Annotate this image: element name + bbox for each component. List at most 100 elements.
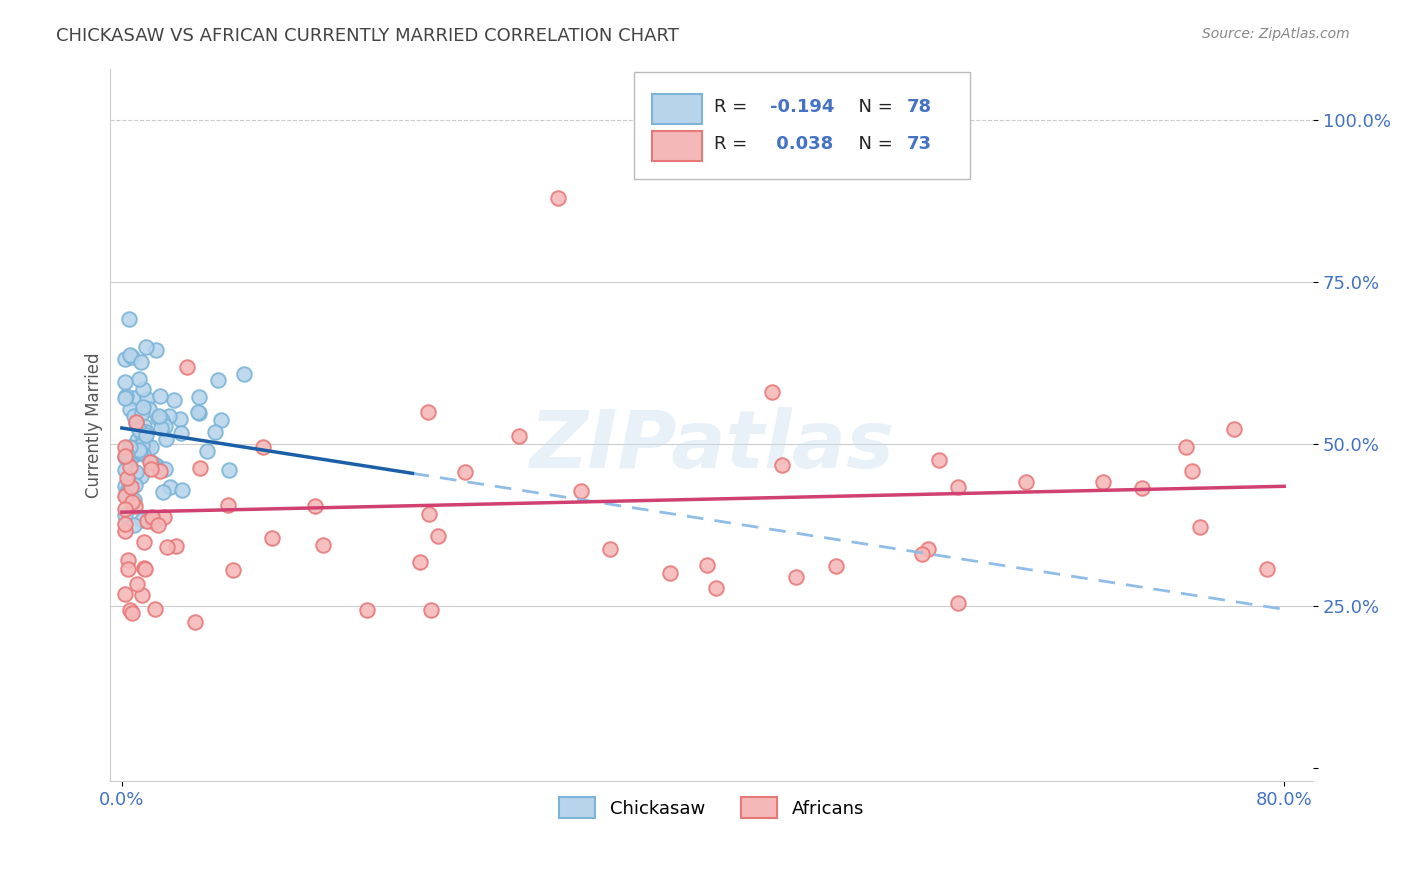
Point	[129, 438, 152, 452]
Point	[128, 442, 150, 457]
Point	[232, 368, 254, 382]
Point	[416, 405, 439, 419]
Point	[569, 484, 592, 499]
Point	[157, 409, 180, 424]
Point	[187, 390, 209, 404]
Point	[187, 406, 209, 420]
Point	[115, 389, 138, 403]
Point	[125, 440, 148, 454]
Point	[1223, 422, 1246, 436]
Point	[426, 529, 449, 543]
Point	[115, 471, 138, 485]
Point	[207, 373, 229, 387]
Point	[1174, 440, 1197, 454]
Point	[1130, 482, 1153, 496]
Point	[120, 348, 142, 362]
Point	[114, 524, 136, 539]
Point	[132, 382, 155, 396]
Point	[131, 426, 153, 441]
Point	[121, 450, 143, 465]
Point	[187, 405, 209, 419]
Point	[454, 465, 477, 479]
Point	[118, 402, 141, 417]
Y-axis label: Currently Married: Currently Married	[86, 352, 103, 498]
Point	[599, 541, 621, 556]
Point	[696, 558, 718, 572]
Point	[114, 516, 136, 531]
Point	[148, 410, 170, 425]
Point	[135, 439, 157, 453]
Point	[184, 615, 207, 629]
Point	[121, 606, 143, 620]
Point	[770, 458, 793, 473]
Point	[356, 603, 378, 617]
Point	[911, 547, 934, 561]
Point	[222, 563, 245, 577]
Point	[138, 401, 160, 416]
Point	[148, 409, 170, 424]
Point	[135, 428, 157, 442]
Point	[761, 385, 783, 400]
Point	[129, 468, 152, 483]
Point	[153, 462, 176, 476]
Point	[304, 499, 326, 513]
Point	[152, 484, 174, 499]
Point	[153, 509, 176, 524]
Point	[114, 440, 136, 454]
Point	[706, 581, 728, 595]
Point	[124, 499, 146, 513]
Point	[139, 455, 162, 469]
Point	[121, 391, 143, 405]
Point	[122, 409, 145, 423]
Point	[135, 340, 157, 354]
Point	[946, 597, 969, 611]
Point	[928, 453, 950, 467]
Point	[149, 464, 172, 478]
Point	[217, 498, 239, 512]
Point	[128, 444, 150, 458]
Point	[134, 562, 156, 576]
Point	[125, 465, 148, 479]
Text: N =: N =	[846, 135, 898, 153]
Point	[141, 509, 163, 524]
Text: 73: 73	[907, 135, 932, 153]
Point	[946, 480, 969, 494]
Point	[785, 570, 807, 584]
FancyBboxPatch shape	[651, 131, 702, 161]
Point	[141, 440, 163, 454]
Text: R =: R =	[714, 98, 754, 116]
Point	[135, 515, 157, 529]
Legend: Chickasaw, Africans: Chickasaw, Africans	[553, 790, 872, 825]
Text: Source: ZipAtlas.com: Source: ZipAtlas.com	[1202, 27, 1350, 41]
Point	[127, 433, 149, 447]
Point	[145, 343, 167, 357]
Text: 78: 78	[907, 98, 932, 116]
Point	[547, 191, 569, 205]
Point	[139, 462, 162, 476]
Point	[143, 515, 166, 529]
Point	[139, 455, 162, 469]
Point	[1189, 520, 1212, 534]
Point	[114, 351, 136, 366]
Point	[188, 461, 211, 475]
Point	[135, 425, 157, 440]
Point	[1091, 475, 1114, 489]
Point	[129, 354, 152, 368]
Point	[163, 393, 186, 408]
Point	[148, 517, 170, 532]
Point	[131, 513, 153, 527]
Point	[418, 507, 440, 521]
Point	[117, 482, 139, 496]
Point	[114, 586, 136, 600]
Point	[114, 375, 136, 389]
Point	[134, 561, 156, 575]
Point	[176, 359, 198, 374]
Point	[118, 312, 141, 326]
Point	[122, 517, 145, 532]
Point	[127, 576, 149, 591]
Point	[659, 566, 682, 580]
Point	[131, 447, 153, 461]
Text: N =: N =	[846, 98, 898, 116]
Point	[172, 483, 194, 497]
Point	[165, 539, 187, 553]
